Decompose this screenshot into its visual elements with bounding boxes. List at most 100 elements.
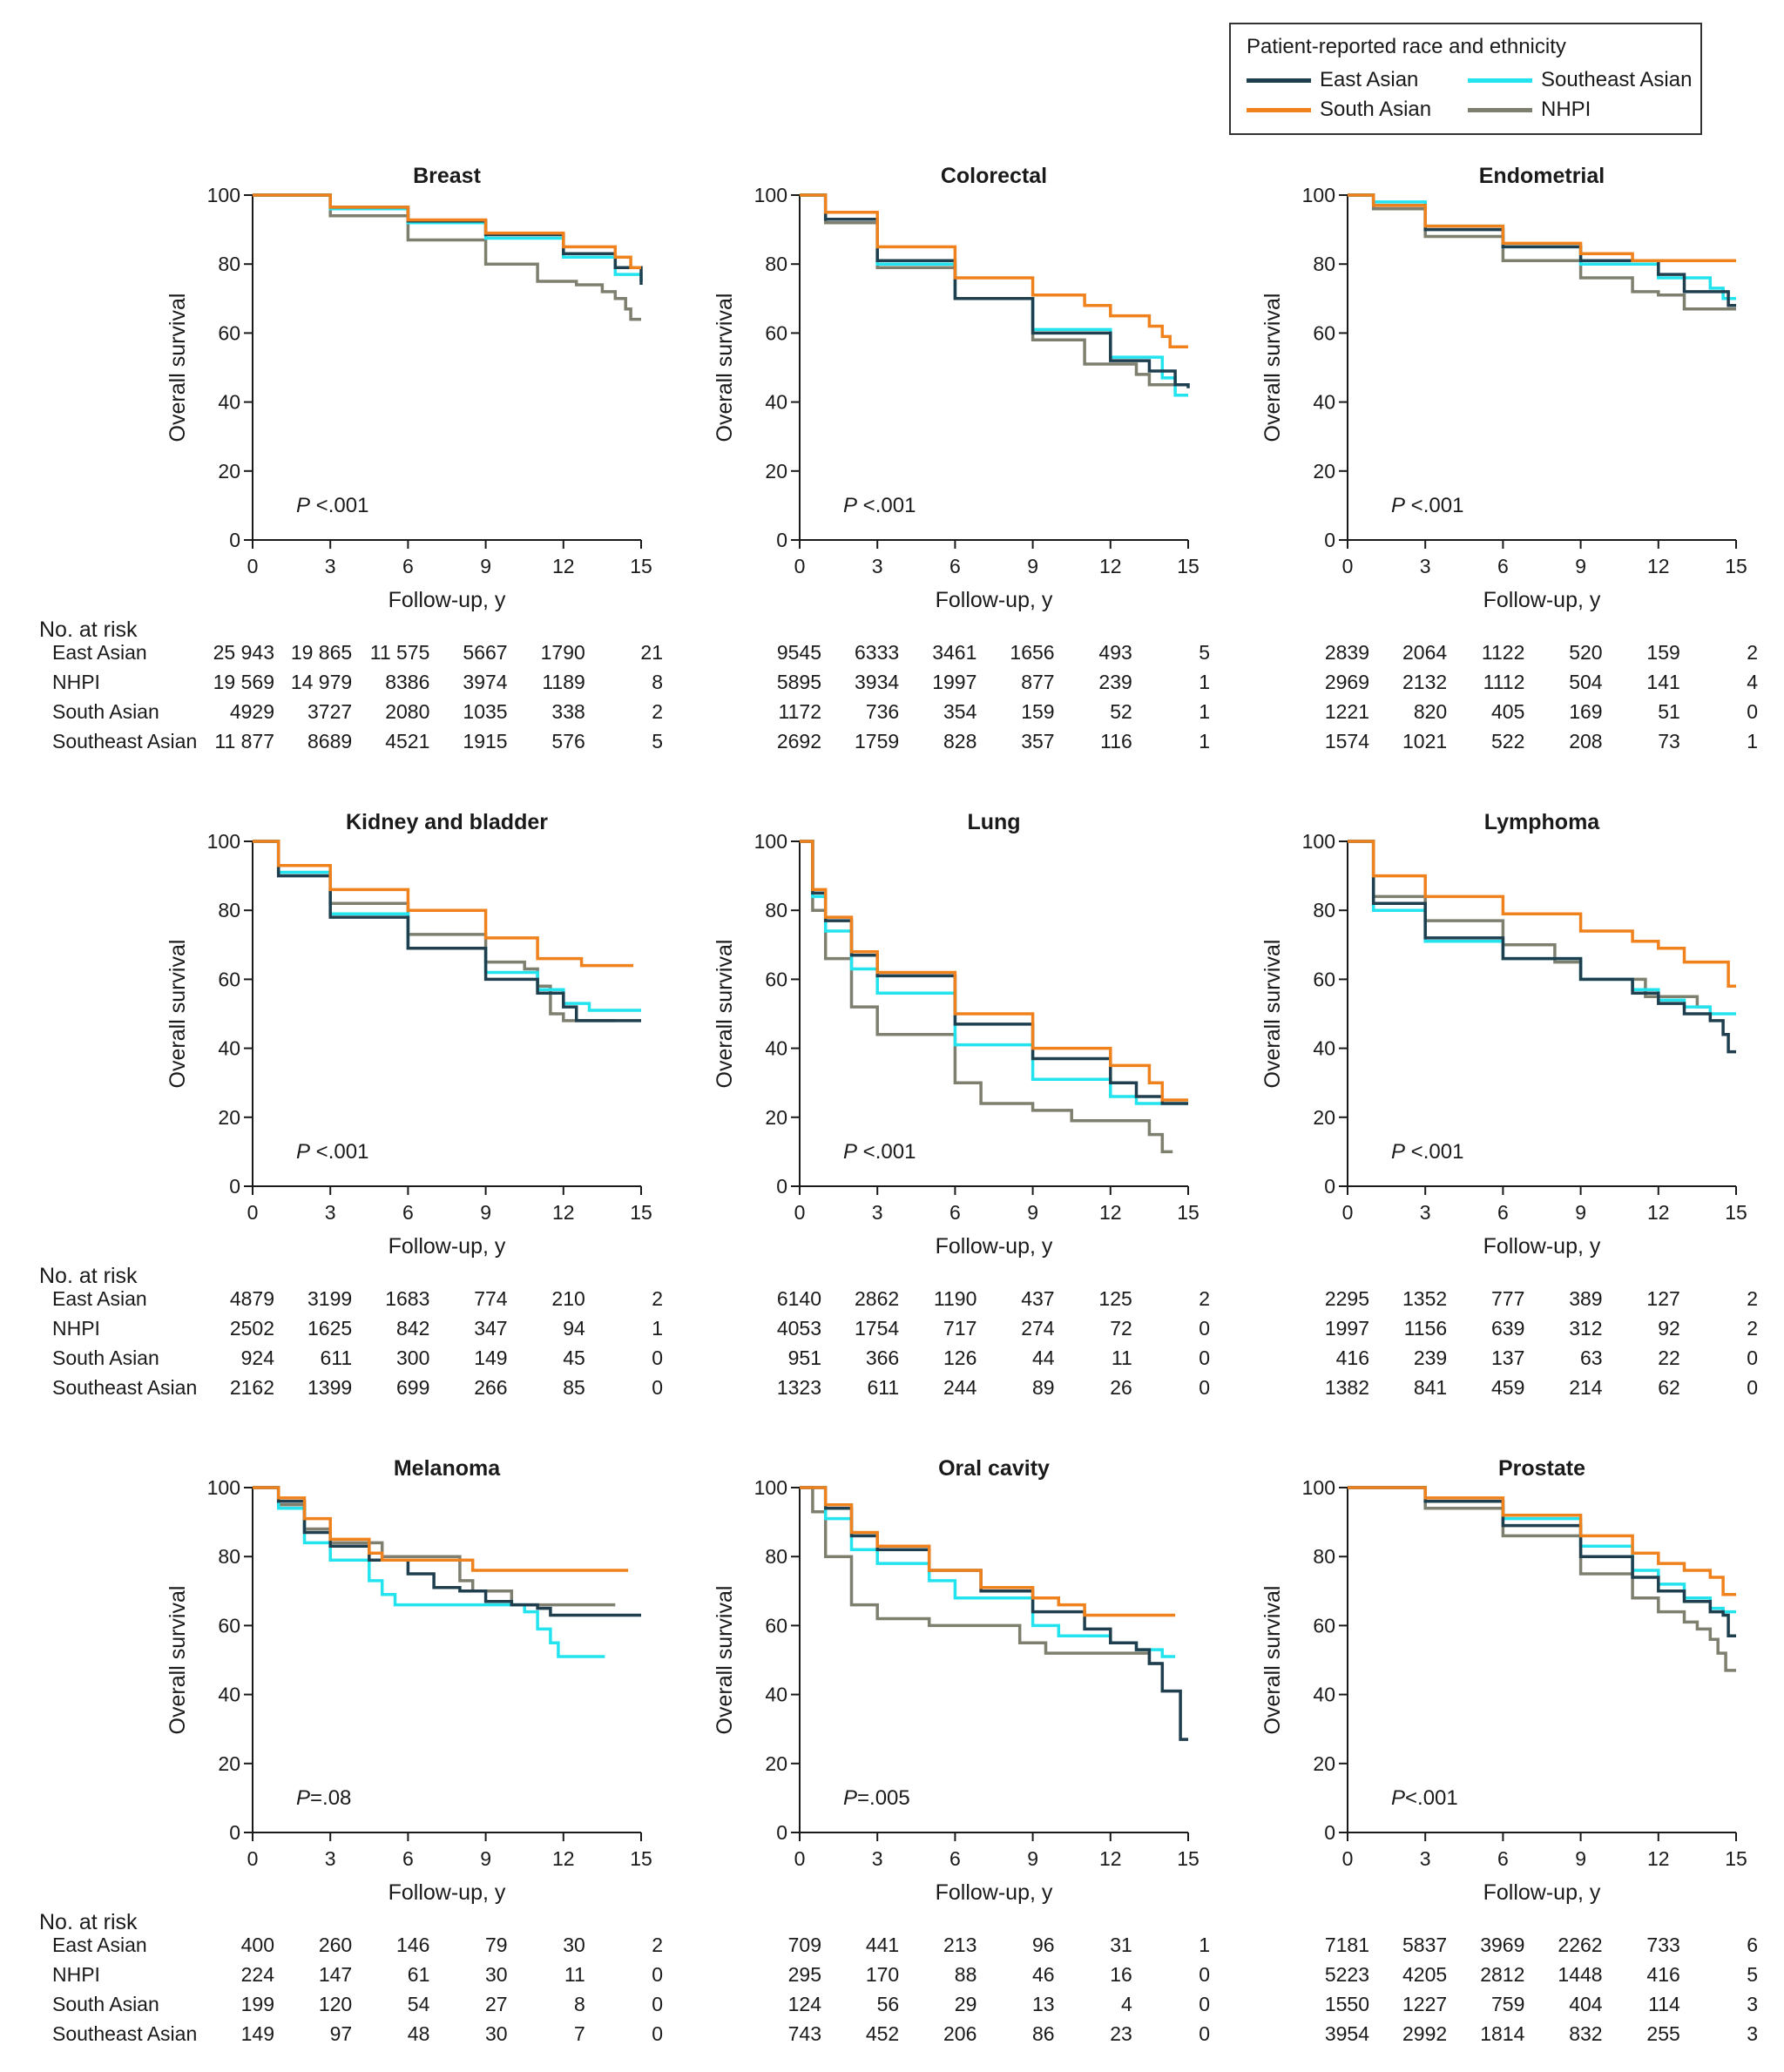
panel-title: Oral cavity xyxy=(938,1456,1050,1481)
risk-value: 159 xyxy=(1646,641,1679,664)
p-value-annotation: P=.08 xyxy=(296,1786,351,1810)
p-value: <.001 xyxy=(310,494,368,517)
p-value-annotation: P <.001 xyxy=(296,1140,368,1164)
x-tick-label: 6 xyxy=(402,1201,414,1224)
risk-value: 1997 xyxy=(1325,1317,1369,1340)
p-value-annotation: P=.005 xyxy=(843,1786,910,1810)
x-tick-label: 9 xyxy=(1027,1201,1038,1224)
risk-value: 639 xyxy=(1491,1317,1524,1340)
x-tick-label: 0 xyxy=(247,555,259,577)
risk-value: 11 575 xyxy=(370,641,430,664)
risk-value: 239 xyxy=(1414,1346,1447,1369)
series-line-nhpi xyxy=(1348,193,1736,311)
risk-value: 61 xyxy=(408,1963,430,1986)
y-tick-label: 40 xyxy=(765,1684,787,1706)
risk-value: 116 xyxy=(1100,730,1132,753)
risk-value: 11 xyxy=(564,1963,585,1986)
risk-value: 0 xyxy=(652,1963,663,1986)
series-line-south-asian xyxy=(253,193,641,269)
risk-row-label: South Asian xyxy=(52,700,159,723)
x-tick-label: 15 xyxy=(1725,1201,1747,1224)
series-line-east-asian xyxy=(1348,1486,1736,1638)
series-line-southeast-asian xyxy=(253,193,643,281)
legend-item-south-asian: South Asian xyxy=(1247,98,1431,122)
x-tick-label: 3 xyxy=(1420,1201,1431,1224)
y-axis-label: Overall survival xyxy=(1260,294,1285,442)
risk-value: 8386 xyxy=(385,671,429,693)
y-tick-label: 60 xyxy=(218,1614,240,1637)
risk-value: 79 xyxy=(485,1934,508,1956)
risk-value: 0 xyxy=(1199,1993,1210,2015)
risk-value: 1172 xyxy=(779,700,821,723)
risk-row-label: East Asian xyxy=(52,1287,147,1310)
y-axis-label: Overall survival xyxy=(1260,1586,1285,1735)
y-tick-label: 100 xyxy=(1302,830,1335,853)
risk-value: 1156 xyxy=(1404,1317,1447,1340)
risk-table-header: No. at risk xyxy=(39,1264,138,1288)
x-tick-label: 0 xyxy=(1342,1201,1354,1224)
risk-value: 62 xyxy=(1658,1376,1680,1399)
panel-title: Lung xyxy=(967,810,1020,834)
risk-value: 25 943 xyxy=(213,641,274,664)
risk-value: 1 xyxy=(1199,671,1210,693)
legend-label: East Asian xyxy=(1320,68,1419,91)
p-value: =.08 xyxy=(310,1786,351,1810)
risk-value: 114 xyxy=(1648,1993,1680,2015)
risk-value: 0 xyxy=(652,1376,663,1399)
risk-value: 2 xyxy=(652,1934,663,1956)
y-tick-label: 60 xyxy=(1313,968,1335,990)
risk-value: 1382 xyxy=(1325,1376,1369,1399)
risk-row-label: East Asian xyxy=(52,1934,147,1956)
risk-value: 0 xyxy=(1199,1346,1210,1369)
x-axis-label: Follow-up, y xyxy=(936,1880,1053,1905)
risk-value: 21 xyxy=(640,641,663,664)
y-tick-label: 20 xyxy=(218,1106,240,1129)
x-tick-label: 0 xyxy=(794,1847,806,1870)
risk-value: 0 xyxy=(1747,700,1758,723)
risk-value: 72 xyxy=(1110,1317,1132,1340)
risk-value: 1 xyxy=(1199,1934,1210,1956)
y-tick-label: 100 xyxy=(1302,1476,1335,1499)
x-tick-label: 9 xyxy=(1027,555,1038,577)
p-value: <.001 xyxy=(1405,1786,1458,1810)
x-tick-label: 12 xyxy=(1099,1201,1122,1224)
y-axis-label: Overall survival xyxy=(713,294,737,442)
series-line-southeast-asian xyxy=(800,1486,1176,1658)
y-tick-label: 80 xyxy=(1313,1545,1335,1568)
x-tick-label: 0 xyxy=(794,555,806,577)
x-tick-label: 6 xyxy=(402,1847,414,1870)
risk-value: 832 xyxy=(1569,2022,1602,2045)
y-tick-label: 80 xyxy=(1313,899,1335,921)
risk-value: 7 xyxy=(574,2022,585,2045)
risk-value: 7181 xyxy=(1325,1934,1369,1956)
risk-value: 56 xyxy=(877,1993,900,2015)
risk-value: 759 xyxy=(1491,1993,1524,2015)
risk-value: 48 xyxy=(408,2022,430,2045)
y-tick-label: 20 xyxy=(218,460,240,483)
risk-value: 366 xyxy=(866,1346,899,1369)
risk-value: 1814 xyxy=(1480,2022,1524,2045)
risk-value: 2262 xyxy=(1558,1934,1602,1956)
risk-value: 2064 xyxy=(1402,641,1447,664)
legend-swatch-south-asian xyxy=(1247,107,1311,112)
risk-value: 23 xyxy=(1110,2022,1132,2045)
y-tick-label: 0 xyxy=(229,1175,240,1198)
risk-value: 2812 xyxy=(1480,1963,1524,1986)
risk-value: 141 xyxy=(1646,671,1679,693)
risk-value: 1190 xyxy=(934,1287,976,1310)
risk-value: 73 xyxy=(1658,730,1680,753)
p-value-label: P xyxy=(1391,1140,1405,1164)
risk-value: 1915 xyxy=(463,730,507,753)
x-tick-label: 3 xyxy=(872,1847,883,1870)
x-tick-label: 3 xyxy=(1420,555,1431,577)
risk-row-label: NHPI xyxy=(52,671,100,693)
risk-value: 30 xyxy=(485,2022,508,2045)
risk-value: 2162 xyxy=(230,1376,274,1399)
risk-value: 416 xyxy=(1336,1346,1369,1369)
risk-value: 1625 xyxy=(307,1317,352,1340)
series-line-nhpi xyxy=(800,840,1173,1154)
risk-value: 124 xyxy=(788,1993,822,2015)
